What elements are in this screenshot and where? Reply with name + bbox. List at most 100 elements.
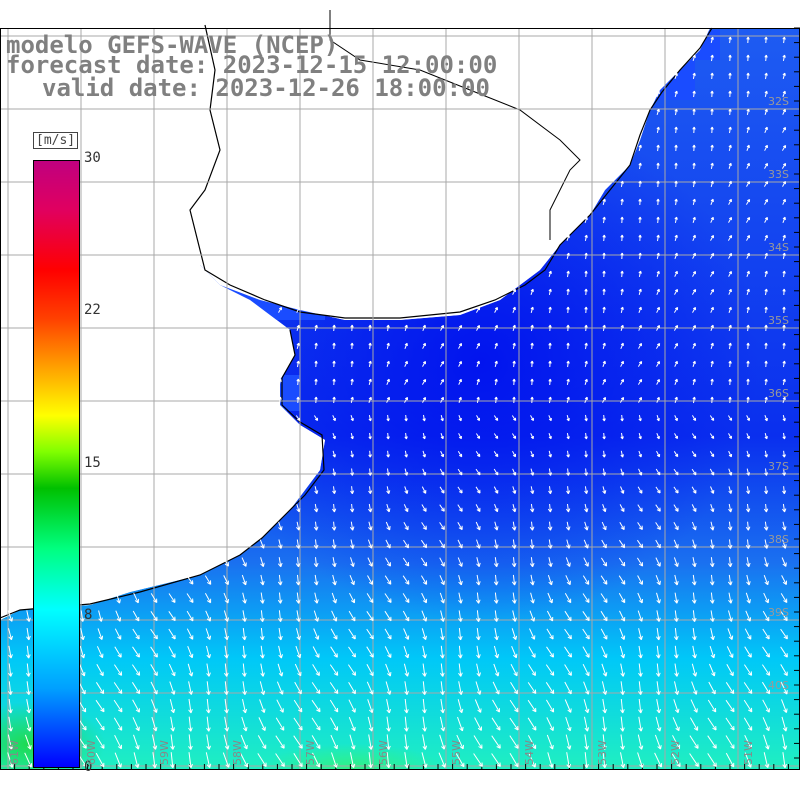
wind-arrow bbox=[367, 575, 373, 585]
wind-arrow bbox=[692, 198, 696, 206]
wind-arrow bbox=[114, 752, 122, 768]
wind-arrow bbox=[691, 663, 698, 677]
wind-arrow bbox=[674, 378, 678, 385]
wind-arrow bbox=[314, 396, 318, 404]
wind-arrow bbox=[493, 645, 500, 659]
wind-arrow bbox=[709, 433, 715, 439]
wind-arrow bbox=[638, 162, 642, 170]
wind-arrow bbox=[422, 468, 427, 476]
wind-arrow bbox=[403, 628, 410, 640]
model-title: modelo GEFS-WAVE (NCEP) bbox=[6, 31, 339, 59]
wind-arrow bbox=[493, 486, 499, 494]
wind-arrow bbox=[584, 396, 588, 403]
wind-arrow bbox=[674, 198, 678, 206]
wind-arrow bbox=[348, 628, 356, 640]
wind-arrow bbox=[8, 628, 13, 641]
wind-arrow bbox=[782, 503, 787, 513]
wind-arrow bbox=[332, 433, 336, 440]
colorbar-tick-15: 15 bbox=[84, 455, 101, 471]
wind-arrow bbox=[710, 628, 715, 641]
wind-arrow bbox=[746, 486, 751, 495]
wind-arrow bbox=[113, 682, 123, 695]
wind-arrow bbox=[168, 593, 176, 603]
wind-arrow bbox=[656, 216, 660, 224]
wind-arrow bbox=[566, 468, 571, 476]
wind-arrow bbox=[782, 252, 786, 260]
wind-arrow bbox=[494, 396, 498, 404]
wind-arrow bbox=[440, 610, 445, 622]
wind-arrow bbox=[764, 90, 768, 98]
wind-arrow bbox=[420, 539, 428, 549]
wind-arrow bbox=[564, 699, 572, 713]
wind-arrow bbox=[566, 306, 570, 314]
wind-arrow bbox=[618, 575, 626, 585]
wind-arrow bbox=[422, 645, 427, 659]
wind-arrow bbox=[656, 162, 660, 170]
wind-arrow bbox=[366, 646, 374, 658]
wind-arrow bbox=[510, 663, 518, 677]
wind-arrow bbox=[656, 592, 661, 604]
wind-arrow bbox=[422, 342, 426, 349]
wind-arrow bbox=[780, 628, 788, 640]
wind-arrow bbox=[764, 270, 768, 278]
wind-arrow bbox=[312, 646, 320, 658]
wind-arrow bbox=[150, 628, 158, 640]
wind-arrow bbox=[728, 450, 733, 458]
wind-arrow bbox=[710, 54, 714, 62]
wind-arrow bbox=[620, 450, 624, 458]
wind-arrow bbox=[762, 628, 770, 640]
wind-arrow bbox=[656, 450, 661, 458]
wind-arrow bbox=[530, 396, 534, 404]
wind-arrow bbox=[618, 593, 626, 604]
wind-arrow bbox=[296, 503, 301, 513]
wind-arrow bbox=[527, 717, 537, 731]
wind-arrow bbox=[565, 734, 572, 750]
wind-arrow bbox=[637, 522, 643, 531]
wind-arrow bbox=[656, 144, 660, 152]
wind-arrow bbox=[170, 752, 175, 769]
wind-arrow bbox=[656, 234, 660, 242]
wind-arrow bbox=[476, 539, 481, 549]
wind-arrow bbox=[384, 575, 392, 585]
wind-arrow bbox=[529, 557, 535, 568]
wind-arrow bbox=[548, 396, 552, 404]
wind-arrow bbox=[746, 378, 750, 386]
wind-arrow bbox=[493, 468, 499, 476]
wind-arrow bbox=[674, 433, 678, 440]
wind-arrow bbox=[277, 592, 283, 604]
wind-arrow bbox=[530, 433, 534, 440]
wind-arrow bbox=[566, 234, 570, 241]
wind-arrow bbox=[764, 378, 768, 386]
wind-arrow bbox=[764, 198, 768, 205]
wind-arrow bbox=[439, 360, 445, 367]
wind-arrow bbox=[527, 699, 537, 713]
wind-arrow bbox=[728, 592, 733, 604]
wind-arrow bbox=[332, 450, 336, 458]
wind-arrow bbox=[204, 575, 212, 585]
wind-arrow bbox=[206, 716, 211, 732]
wind-arrow bbox=[782, 324, 786, 332]
wind-arrow bbox=[259, 645, 265, 659]
wind-arrow bbox=[188, 752, 193, 769]
wind-arrow bbox=[404, 716, 409, 732]
wind-arrow bbox=[673, 521, 679, 531]
wind-arrow bbox=[458, 610, 463, 622]
wind-arrow bbox=[746, 54, 750, 62]
wind-arrow bbox=[602, 504, 607, 513]
wind-arrow bbox=[277, 663, 284, 677]
wind-arrow bbox=[404, 360, 408, 367]
wind-arrow bbox=[530, 486, 535, 495]
wind-arrow bbox=[530, 342, 534, 350]
wind-arrow bbox=[332, 486, 337, 494]
wind-arrow bbox=[404, 450, 408, 458]
colorbar-tick-8: 8 bbox=[84, 607, 93, 623]
wind-arrow bbox=[347, 664, 357, 676]
wind-arrow bbox=[458, 663, 463, 677]
wind-arrow bbox=[509, 699, 519, 713]
wind-arrow bbox=[240, 734, 248, 750]
wind-arrow bbox=[782, 234, 786, 242]
wind-arrow bbox=[133, 592, 139, 604]
wind-arrow bbox=[655, 504, 661, 512]
wind-arrow bbox=[764, 450, 768, 458]
wind-arrow bbox=[331, 503, 337, 513]
